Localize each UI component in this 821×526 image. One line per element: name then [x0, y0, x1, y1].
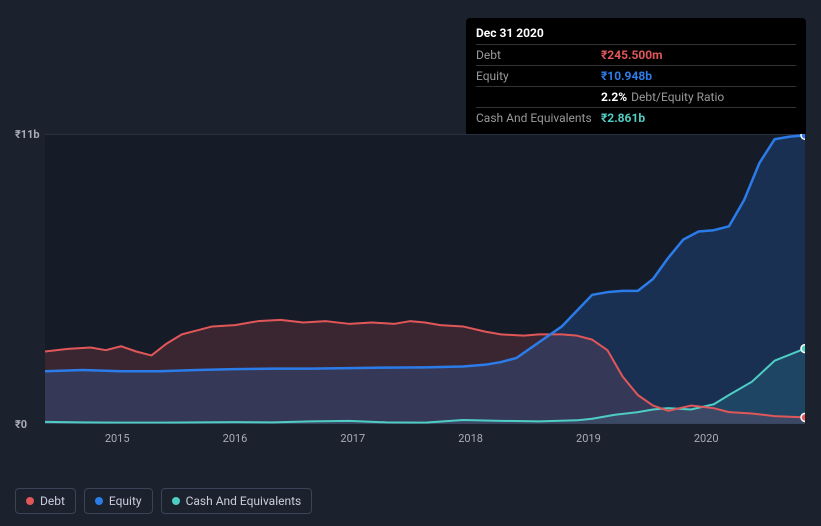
tooltip-row-value: ₹10.948b	[601, 69, 652, 83]
chart-tooltip: Dec 31 2020 Debt₹245.500mEquity₹10.948b2…	[466, 18, 806, 136]
tooltip-row: Debt₹245.500m	[476, 44, 796, 65]
legend-label: Cash And Equivalents	[186, 494, 302, 508]
tooltip-row: 2.2%Debt/Equity Ratio	[476, 86, 796, 107]
x-axis-label: 2017	[340, 432, 365, 445]
legend-item-cash-and-equivalents[interactable]: Cash And Equivalents	[161, 488, 313, 514]
x-axis-label: 2015	[105, 432, 130, 445]
tooltip-row-label: Debt	[476, 48, 601, 62]
legend-dot-icon	[95, 497, 103, 505]
legend-dot-icon	[172, 497, 180, 505]
legend-label: Debt	[40, 494, 65, 508]
tooltip-row: Equity₹10.948b	[476, 65, 796, 86]
tooltip-row-label: Equity	[476, 69, 601, 83]
tooltip-row-value: 2.2%Debt/Equity Ratio	[601, 90, 724, 104]
y-axis-label: ₹11b	[15, 128, 40, 141]
legend-item-equity[interactable]: Equity	[84, 488, 153, 514]
legend-label: Equity	[109, 494, 142, 508]
tooltip-row-suffix: Debt/Equity Ratio	[631, 90, 724, 104]
chart-plot-area[interactable]	[45, 134, 805, 424]
legend-item-debt[interactable]: Debt	[15, 488, 76, 514]
x-axis-label: 2019	[576, 432, 601, 445]
tooltip-row-value: ₹245.500m	[601, 48, 663, 62]
x-axis-label: 2016	[223, 432, 248, 445]
y-axis-label: ₹0	[15, 418, 27, 431]
tooltip-row-label	[476, 90, 601, 104]
tooltip-date: Dec 31 2020	[476, 26, 796, 40]
legend-dot-icon	[26, 497, 34, 505]
x-axis-label: 2018	[458, 432, 483, 445]
chart-legend: Debt Equity Cash And Equivalents	[15, 488, 312, 514]
debt-equity-chart: ₹11b ₹0 2015 2016 2017 2018 2019 2020	[15, 120, 805, 460]
x-axis-label: 2020	[694, 432, 719, 445]
